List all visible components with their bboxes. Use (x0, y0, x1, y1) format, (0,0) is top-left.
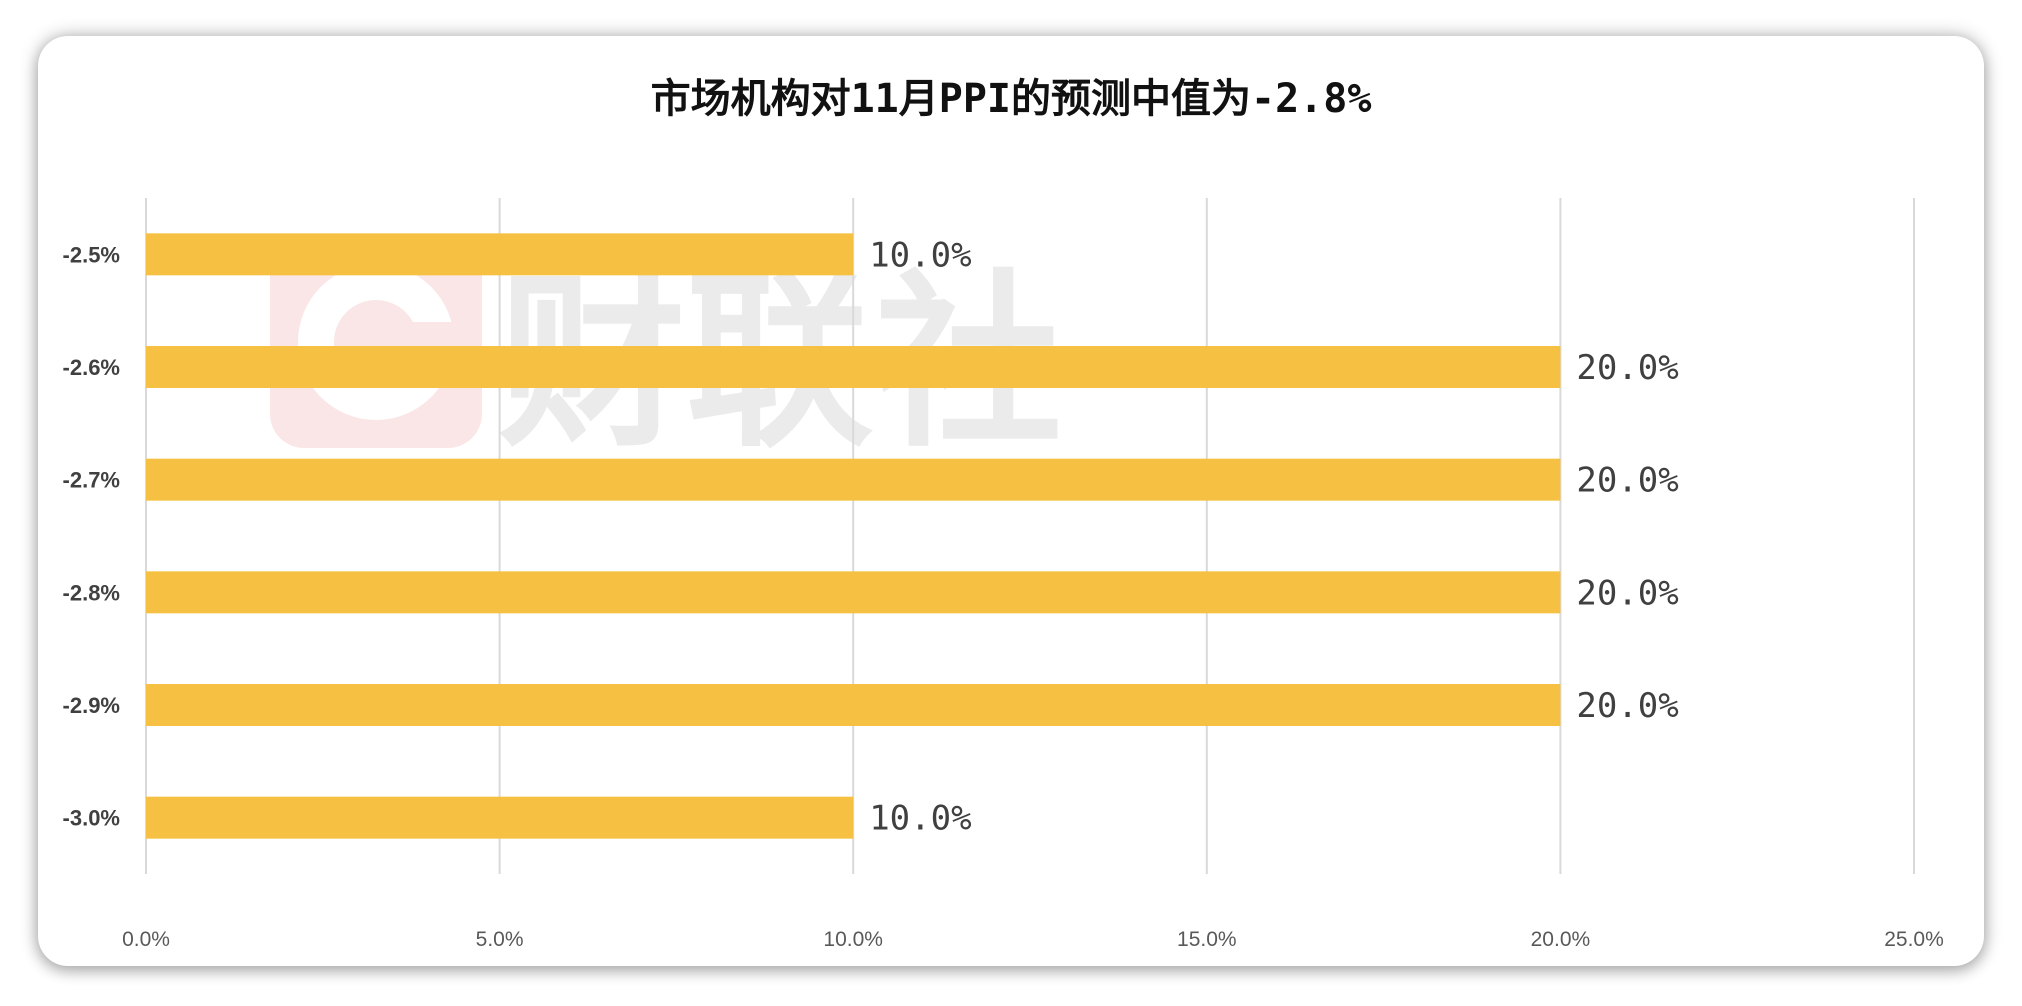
data-label: 10.0% (869, 799, 971, 839)
x-tick-label: 0.0% (122, 928, 170, 951)
x-tick-label: 10.0% (823, 928, 883, 951)
bar (146, 458, 1561, 501)
y-tick-label: -2.5% (63, 242, 120, 267)
bar (146, 233, 854, 276)
bar-chart: 财联社 0.0% 5.0% 10.0% 15.0% 20.0% 25.0% -2.5% 10.… (63, 198, 1944, 951)
chart-title: 市场机构对11月PPI的预测中值为-2.8% (650, 76, 1372, 122)
chart-card: 市场机构对11月PPI的预测中值为-2.8% 财联社 0.0% 5.0% 10.0%… (38, 36, 1984, 966)
watermark-logo: 财联社 (270, 236, 1062, 473)
data-label: 20.0% (1576, 573, 1678, 613)
bar (146, 684, 1561, 726)
x-tick-label: 5.0% (476, 928, 524, 951)
x-tick-label: 15.0% (1177, 928, 1237, 951)
y-tick-label: -2.9% (63, 693, 120, 718)
y-tick-label: -2.7% (63, 468, 120, 493)
y-tick-label: -2.6% (63, 355, 120, 380)
data-label: 20.0% (1576, 461, 1678, 501)
y-tick-label: -2.8% (63, 580, 120, 605)
bar (146, 346, 1561, 388)
x-tick-label: 20.0% (1531, 928, 1591, 951)
y-tick-label: -3.0% (63, 806, 120, 831)
bar (146, 796, 854, 839)
x-tick-label: 25.0% (1884, 928, 1944, 951)
data-label: 20.0% (1576, 686, 1678, 726)
data-label: 20.0% (1576, 348, 1678, 388)
bar (146, 571, 1561, 614)
data-label: 10.0% (869, 235, 971, 275)
